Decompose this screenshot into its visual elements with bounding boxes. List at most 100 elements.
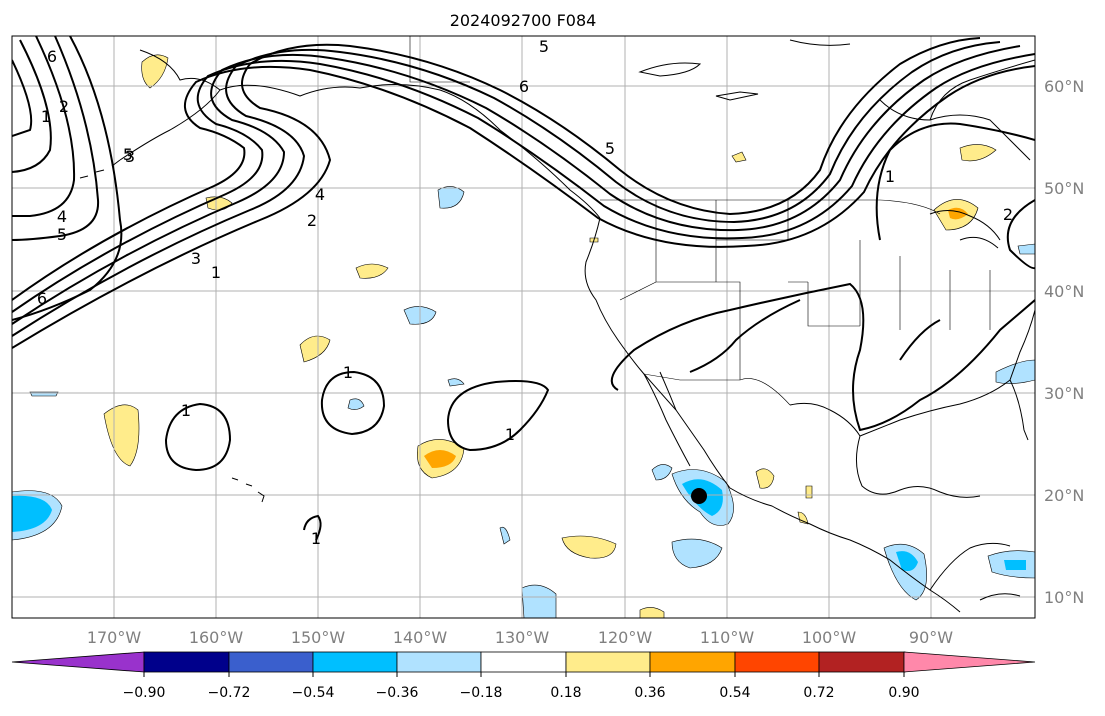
colorbar-segment (734, 651, 820, 673)
negative-core (1004, 560, 1026, 570)
contour-line (12, 65, 1035, 301)
contour-line (164, 402, 232, 472)
colorbar-tick-label: −0.36 (376, 685, 419, 701)
lon-label: 110°W (700, 628, 755, 647)
colorbar-ticks (143, 672, 905, 677)
positive-patch (797, 511, 809, 525)
contour-label: 1 (41, 107, 51, 126)
contour-label: 1 (211, 263, 221, 282)
contour-label: 1 (181, 401, 191, 420)
colorbar-tick-label: 0.72 (803, 685, 834, 701)
contour-label: 5 (605, 139, 615, 158)
longitude-labels: 170°W 160°W 150°W 140°W 130°W 120°W 110°… (87, 628, 953, 647)
colorbar-segment (480, 651, 567, 673)
negative-patch (447, 378, 465, 387)
contour-label: 5 (123, 145, 133, 164)
contour-line (12, 36, 76, 217)
contour-label: 6 (37, 289, 47, 308)
colorbar-extend-left (11, 651, 145, 673)
figure-title: 2024092700 F084 (450, 11, 597, 30)
contour-line (610, 282, 1035, 432)
negative-patch (499, 526, 511, 545)
us-canada-border (600, 199, 941, 215)
negative-patch (671, 538, 723, 569)
contour-label: 4 (315, 185, 325, 204)
contour-line (875, 122, 1035, 241)
positive-patch (755, 468, 775, 489)
florida (1009, 379, 1029, 441)
contour-label: 3 (125, 147, 135, 166)
lon-label: 150°W (291, 628, 346, 647)
lat-label: 40°N (1044, 282, 1084, 301)
contour-labels: 6 5 5 6 1 2 3 4 5 1 2 3 4 5 6 1 1 1 1 1 … (37, 37, 1013, 548)
lon-label: 170°W (87, 628, 142, 647)
colorbar-segment (312, 651, 398, 673)
political-borders (409, 36, 991, 406)
negative-patch (995, 359, 1035, 384)
colorbar-tick-labels: −0.90 −0.72 −0.54 −0.36 −0.18 0.18 0.36 … (123, 685, 920, 701)
positive-patch (959, 144, 997, 162)
colorbar-tick-label: 0.36 (634, 685, 665, 701)
contour-label: 6 (519, 77, 529, 96)
contour-line (12, 53, 1035, 313)
lon-label: 130°W (495, 628, 550, 647)
contour-label: 3 (191, 249, 201, 268)
contour-label: 2 (59, 97, 69, 116)
lat-label: 30°N (1044, 384, 1084, 403)
lon-label: 160°W (189, 628, 244, 647)
contour-line (12, 36, 123, 321)
contour-label: 2 (307, 211, 317, 230)
baja-california (643, 371, 691, 467)
colorbar-segment (649, 651, 736, 673)
negative-patch (521, 584, 557, 618)
negative-core (12, 495, 52, 532)
hawaii-islands (231, 477, 265, 503)
latitude-labels: 60°N 50°N 40°N 30°N 20°N 10°N (1044, 77, 1084, 607)
colorbar-segment (818, 651, 905, 673)
alaska-canada-border (409, 36, 470, 83)
colorbar-segment (228, 651, 314, 673)
negative-patch (651, 464, 673, 481)
lat-label: 10°N (1044, 588, 1084, 607)
contour-label: 6 (47, 47, 57, 66)
great-lakes (929, 210, 1001, 249)
storm-center-marker (691, 488, 707, 504)
contour-line (12, 36, 100, 241)
positive-core (424, 450, 456, 468)
lon-label: 120°W (598, 628, 653, 647)
contour-line (12, 37, 981, 349)
contour-label: 5 (57, 225, 67, 244)
positive-patch (299, 335, 331, 363)
positive-patch (561, 535, 617, 559)
north-america-west-coast (584, 217, 961, 613)
negative-patch (437, 186, 465, 209)
contour-line (899, 319, 941, 361)
positive-patch (731, 151, 747, 163)
gulf-coast (789, 309, 1035, 498)
colorbar-tick-label: −0.18 (460, 685, 503, 701)
lon-label: 90°W (909, 628, 953, 647)
arctic-islands (638, 39, 851, 101)
positive-patch (805, 485, 813, 499)
alaska-coast (119, 49, 601, 219)
colorbar (11, 651, 1036, 673)
map-frame (11, 35, 1036, 619)
central-america (929, 542, 1021, 601)
lon-label: 100°W (802, 628, 857, 647)
negative-patch (1017, 243, 1035, 255)
positive-patch (639, 607, 665, 618)
colorbar-segment (565, 651, 651, 673)
contour-label: 1 (343, 363, 353, 382)
contour-line (12, 59, 33, 137)
lon-label: 140°W (393, 628, 448, 647)
contour-label: 4 (57, 207, 67, 226)
negative-patch (347, 398, 365, 410)
state-lines (619, 200, 991, 380)
lat-label: 50°N (1044, 179, 1084, 198)
contours (12, 36, 1035, 541)
contour-label: 5 (539, 37, 549, 56)
colorbar-tick-label: −0.90 (123, 685, 166, 701)
positive-patch (355, 263, 389, 279)
contour-line (12, 45, 1021, 325)
contour-line (12, 41, 1001, 337)
